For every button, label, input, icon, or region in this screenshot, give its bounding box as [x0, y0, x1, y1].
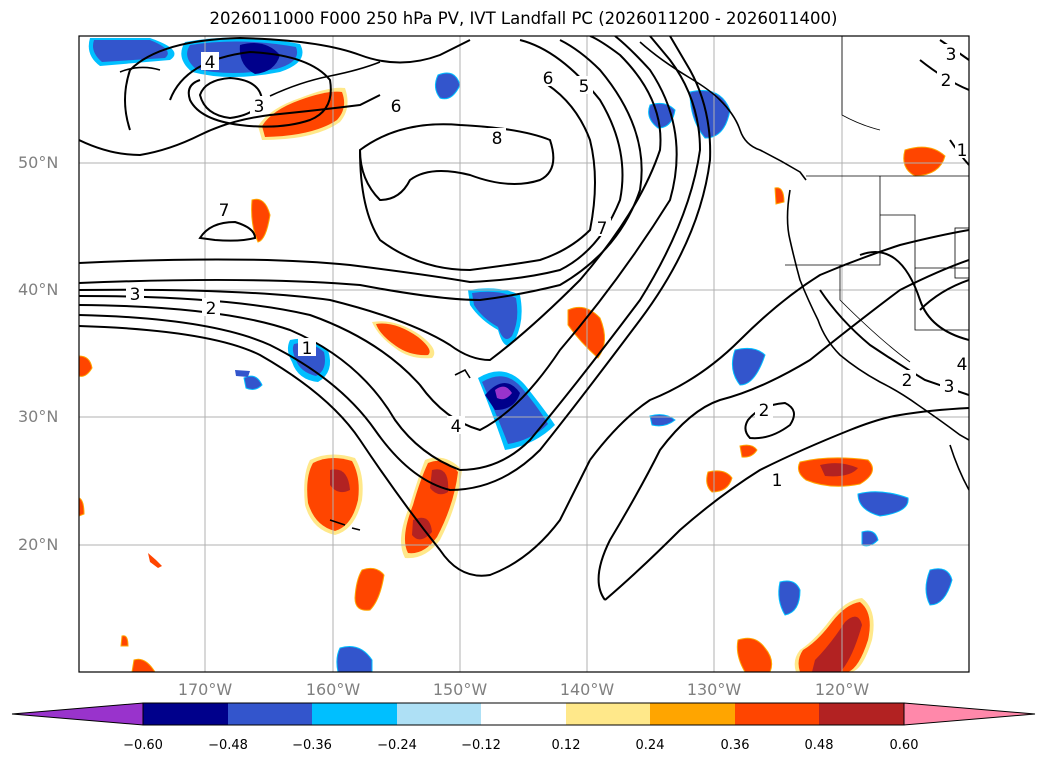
contour-label: 1	[302, 339, 313, 359]
coastlines	[119, 41, 969, 531]
colorbar-extend-min	[11, 702, 144, 726]
colorbar-tick-label: −0.12	[461, 738, 501, 753]
colorbar-segment	[143, 703, 228, 725]
contour-label: 7	[597, 219, 608, 239]
contour-label: 1	[772, 471, 783, 491]
colorbar-tick-label: 0.24	[635, 738, 665, 753]
contour-label: 4	[451, 417, 462, 437]
map-title: 2026011000 F000 250 hPa PV, IVT Landfall…	[209, 9, 838, 28]
contour-label-group: 4 3 6 5 6 8 7 7 3 2 1 4 2 1	[126, 44, 969, 491]
colorbar-segment	[312, 703, 397, 725]
map-frame	[78, 35, 970, 673]
graticule	[79, 36, 969, 672]
colorbar	[11, 702, 1036, 726]
pv-contours	[79, 36, 969, 601]
lon-label: 130°W	[686, 680, 742, 699]
lat-label: 50°N	[18, 153, 59, 172]
colorbar-tick-label: 0.36	[720, 738, 750, 753]
borders	[785, 36, 969, 363]
lon-label: 170°W	[177, 680, 233, 699]
contour-label: 2	[759, 401, 770, 421]
lat-label: 20°N	[18, 535, 59, 554]
colorbar-tick-label: −0.36	[292, 738, 332, 753]
contour-label: 3	[944, 377, 955, 397]
lon-label: 150°W	[432, 680, 488, 699]
contour-label: 3	[254, 97, 265, 117]
pc-shading	[79, 37, 953, 672]
colorbar-segment	[397, 703, 481, 725]
colorbar-segment	[228, 703, 312, 725]
colorbar-segment	[481, 703, 566, 725]
colorbar-tick-label: 0.60	[889, 738, 919, 753]
colorbar-segment	[566, 703, 650, 725]
contour-label: 4	[205, 53, 216, 73]
lon-label: 160°W	[305, 680, 361, 699]
lat-label: 30°N	[18, 407, 59, 426]
contour-label: 8	[492, 129, 503, 149]
colorbar-tick-label: −0.24	[377, 738, 417, 753]
contour-label: 2	[206, 299, 217, 319]
contour-label: 3	[946, 45, 957, 65]
contour-label: 6	[391, 97, 402, 117]
colorbar-extend-max	[903, 702, 1036, 726]
contour-label: 2	[902, 371, 913, 391]
contour-label: 7	[219, 201, 230, 221]
colorbar-tick-label: 0.48	[804, 738, 834, 753]
colorbar-segment	[650, 703, 735, 725]
colorbar-segment	[819, 703, 904, 725]
contour-label: 1	[957, 141, 968, 161]
contour-label: 2	[941, 71, 952, 91]
contour-label: 5	[579, 77, 590, 97]
lon-label: 140°W	[559, 680, 615, 699]
colorbar-tick-label: −0.60	[123, 738, 163, 753]
contour-label: 6	[543, 69, 554, 89]
contour-label: 4	[957, 355, 968, 375]
colorbar-tick-label: −0.48	[208, 738, 248, 753]
colorbar-tick-label: 0.12	[551, 738, 581, 753]
colorbar-segment	[735, 703, 819, 725]
contour-label: 3	[130, 285, 141, 305]
lon-label: 120°W	[814, 680, 870, 699]
lat-label: 40°N	[18, 280, 59, 299]
